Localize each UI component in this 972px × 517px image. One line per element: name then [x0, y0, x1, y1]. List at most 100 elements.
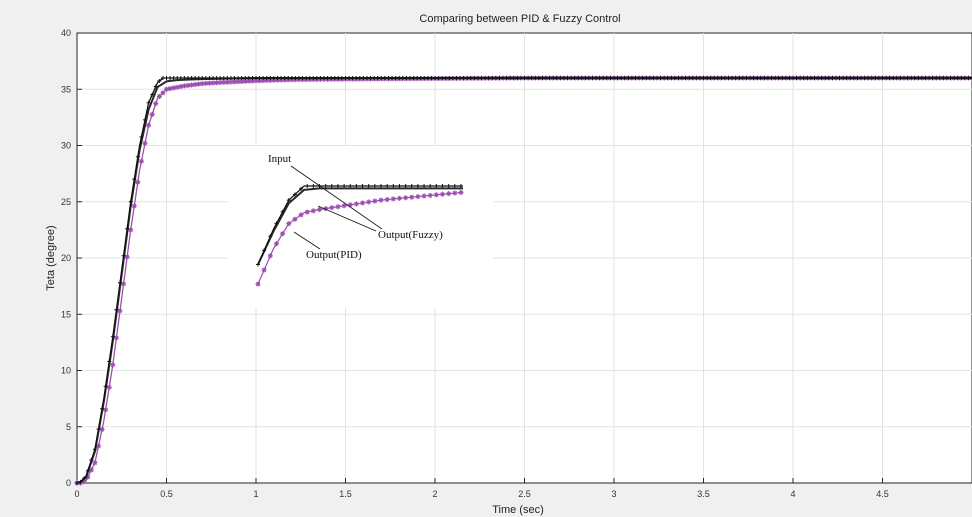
- series-marker: [848, 76, 853, 80]
- series-marker: [866, 76, 871, 80]
- series-marker: [415, 76, 420, 80]
- inset-marker: [256, 262, 260, 267]
- series-marker: [425, 76, 430, 80]
- series-marker: [440, 76, 445, 80]
- series-marker: [132, 177, 137, 182]
- series-marker: [214, 76, 219, 80]
- inset-line-fuzzy: [257, 187, 463, 265]
- series-marker: [941, 76, 946, 80]
- series-marker: [225, 76, 230, 80]
- series-marker: [246, 76, 251, 80]
- series-marker: [483, 76, 488, 80]
- series-marker: [927, 76, 932, 80]
- x-tick-label: 0.5: [160, 489, 173, 499]
- series-marker: [522, 76, 527, 80]
- series-marker: [139, 134, 144, 139]
- series-marker: [586, 76, 591, 80]
- series-marker: [569, 76, 574, 80]
- series-marker: [368, 76, 373, 80]
- series-marker: [364, 76, 369, 80]
- series-marker: [268, 76, 273, 80]
- series-marker: [82, 476, 87, 481]
- inset-marker: [360, 184, 365, 188]
- series-marker: [422, 76, 427, 80]
- series-marker: [178, 76, 183, 80]
- series-marker: [243, 76, 248, 80]
- inset-marker: [360, 200, 366, 206]
- series-marker: [637, 76, 642, 80]
- series-marker: [447, 76, 452, 80]
- series-marker: [805, 76, 810, 80]
- series-marker: [99, 426, 105, 432]
- series-marker: [393, 76, 398, 80]
- series-marker: [339, 76, 344, 80]
- series-marker: [475, 76, 480, 80]
- series-marker: [511, 76, 516, 80]
- series-marker: [458, 76, 463, 80]
- series-marker: [901, 76, 906, 80]
- series-marker: [153, 101, 159, 107]
- series-marker: [138, 158, 144, 164]
- series-marker: [490, 76, 495, 80]
- series-marker: [898, 76, 903, 80]
- series-marker: [515, 76, 520, 80]
- series-marker: [436, 76, 441, 80]
- series-marker: [604, 76, 609, 80]
- series-marker: [207, 76, 212, 80]
- series-marker: [110, 334, 115, 339]
- series-marker: [468, 76, 473, 80]
- series-marker: [594, 76, 599, 80]
- chart-title: Comparing between PID & Fuzzy Control: [419, 13, 620, 25]
- series-marker: [937, 76, 942, 80]
- inset-marker: [440, 191, 445, 197]
- series-marker: [354, 76, 359, 80]
- series-marker: [808, 76, 813, 80]
- inset-marker: [255, 281, 261, 287]
- series-marker: [286, 76, 291, 80]
- series-marker: [307, 76, 312, 80]
- series-marker: [715, 76, 720, 80]
- inset-marker: [366, 199, 372, 205]
- grid: [77, 33, 972, 483]
- y-axis-label: Teta (degree): [45, 225, 57, 290]
- series-marker: [171, 85, 177, 91]
- series-marker: [669, 76, 674, 80]
- series-marker: [551, 76, 556, 80]
- series-marker: [912, 76, 917, 80]
- series-marker: [744, 76, 749, 80]
- series-marker: [357, 76, 362, 80]
- inset-marker: [342, 184, 347, 188]
- series-marker: [959, 76, 964, 80]
- series-marker: [282, 76, 287, 80]
- series-marker: [96, 427, 101, 431]
- series-marker: [125, 226, 130, 231]
- series-marker: [791, 76, 795, 80]
- annotation-leader-fuzzy: [317, 205, 377, 232]
- series-marker: [647, 76, 652, 80]
- inset-marker: [280, 209, 285, 214]
- series-marker: [662, 76, 667, 80]
- inset-marker: [396, 195, 402, 201]
- inset-marker: [292, 192, 297, 197]
- inset-marker: [397, 184, 402, 188]
- inset-marker: [335, 184, 340, 188]
- series-marker: [672, 76, 677, 80]
- inset-marker: [422, 184, 427, 188]
- series-marker: [486, 76, 491, 80]
- series-marker: [135, 179, 141, 185]
- series-marker: [318, 76, 323, 80]
- series-marker: [142, 140, 148, 146]
- series-marker: [397, 76, 402, 80]
- series-marker: [85, 468, 90, 473]
- inset-marker: [267, 253, 273, 259]
- series-marker: [289, 76, 294, 80]
- series-marker: [626, 76, 631, 80]
- inset-marker: [299, 186, 304, 191]
- series-marker: [322, 76, 327, 80]
- series-marker: [769, 76, 774, 80]
- series-marker: [762, 76, 767, 80]
- series-marker: [962, 76, 967, 80]
- series-marker: [168, 76, 173, 80]
- inset-marker: [434, 184, 439, 188]
